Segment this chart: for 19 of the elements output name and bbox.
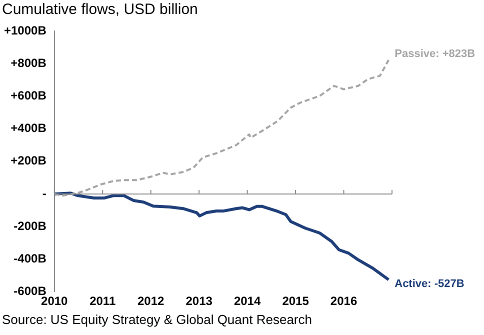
x-tick-label: 2014 bbox=[234, 294, 261, 308]
y-tick-label: - bbox=[42, 186, 46, 200]
chart-title: Cumulative flows, USD billion bbox=[1, 0, 199, 20]
y-tick-label: +1000B bbox=[4, 24, 47, 38]
x-tick-label: 2013 bbox=[186, 294, 213, 308]
text: Active: -527B bbox=[394, 278, 464, 290]
source-note: Source: US Equity Strategy & Global Quant Research bbox=[1, 312, 313, 327]
y-tick-label: +800B bbox=[10, 56, 47, 70]
x-tick-label: 2015 bbox=[282, 294, 310, 308]
y-tick-label: +200B bbox=[10, 154, 47, 168]
x-tick-label: 2011 bbox=[90, 294, 116, 308]
y-tick-label: +400B bbox=[10, 121, 47, 136]
y-tick-label: +600B bbox=[10, 88, 47, 103]
y-tick-label: -200B bbox=[14, 218, 47, 233]
x-tick-label: 2012 bbox=[137, 294, 165, 308]
text: Passive: +823B bbox=[394, 48, 476, 60]
x-tick-label: 2016 bbox=[330, 294, 358, 308]
y-tick-label: -400B bbox=[14, 251, 47, 266]
line-series bbox=[54, 59, 390, 197]
